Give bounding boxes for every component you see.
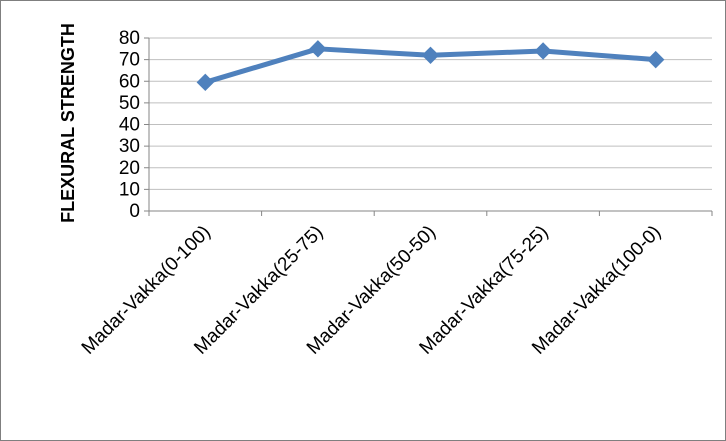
y-tick-label: 20 bbox=[119, 158, 140, 179]
gridlines bbox=[149, 37, 712, 190]
data-point-marker bbox=[646, 50, 665, 69]
y-tick-label: 70 bbox=[119, 50, 140, 71]
series bbox=[196, 40, 665, 92]
data-point-marker bbox=[196, 73, 215, 92]
data-point-marker bbox=[421, 46, 440, 65]
x-tick-label: Madar-Vakka(0-100) bbox=[78, 222, 215, 359]
y-tick-label: 50 bbox=[119, 93, 140, 114]
y-tick-label: 60 bbox=[119, 71, 140, 92]
y-tick-label: 80 bbox=[119, 28, 140, 49]
x-tick-label: Madar-Vakka(25-75) bbox=[190, 222, 327, 359]
y-tick-label: 40 bbox=[119, 115, 140, 136]
y-tick-label: 0 bbox=[129, 201, 140, 222]
x-tick-label: Madar-Vakka(50-50) bbox=[303, 222, 440, 359]
data-point-marker bbox=[534, 42, 552, 60]
y-axis-title: FLEXURAL STRENGTH bbox=[58, 23, 78, 223]
x-tick-label: Madar-Vakka(100-0) bbox=[528, 222, 665, 359]
data-point-marker bbox=[309, 40, 327, 58]
y-tick-label: 30 bbox=[119, 136, 140, 157]
y-tick-label: 10 bbox=[119, 179, 140, 200]
axes bbox=[144, 37, 713, 216]
x-tick-labels: Madar-Vakka(0-100)Madar-Vakka(25-75)Mada… bbox=[78, 222, 665, 359]
x-tick-label: Madar-Vakka(75-25) bbox=[416, 222, 553, 359]
